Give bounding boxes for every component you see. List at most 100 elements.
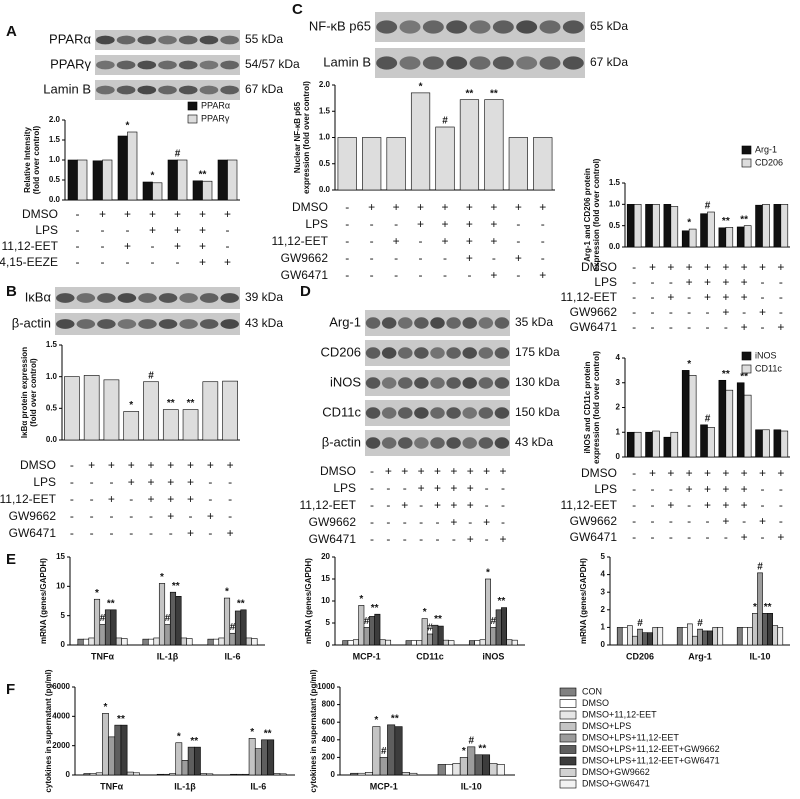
bar	[437, 625, 444, 646]
y-axis-label: Nuclear NF-κB p65	[293, 101, 302, 173]
blot-band	[462, 407, 477, 419]
legend-swatch	[559, 745, 577, 754]
bar	[410, 640, 417, 646]
category-label: Arg-1	[688, 651, 712, 661]
blot-size: 55 kDa	[245, 32, 283, 46]
treatment-sign: +	[722, 498, 729, 512]
y-tick-label: 0.5	[319, 159, 331, 168]
bar	[616, 627, 623, 646]
blot-band	[446, 377, 461, 389]
treatment-sign: -	[394, 268, 398, 282]
treatment-sign: +	[515, 251, 522, 265]
y-axis-label: cytokines in supernatant (pg/ml)	[309, 669, 318, 792]
treatment-sign: -	[632, 320, 636, 334]
treatment-sign: -	[724, 530, 728, 544]
blot-band	[430, 347, 445, 359]
legend-label: DMSO+LPS+11,12-EET+GW6471	[582, 755, 720, 765]
significance-mark: **	[391, 713, 399, 724]
treatment-sign: -	[779, 305, 783, 319]
bar	[508, 137, 528, 191]
treatment-sign: +	[207, 458, 214, 472]
treatment-sign: +	[490, 234, 497, 248]
bar	[83, 773, 91, 776]
blot-band	[446, 437, 461, 449]
treatment-sign: -	[541, 234, 545, 248]
bar	[347, 640, 354, 646]
y-tick-label: 0.0	[46, 435, 58, 444]
treatment-sign: +	[686, 466, 693, 480]
treatment-sign: +	[128, 458, 135, 472]
treatment-sign: -	[761, 482, 765, 496]
treatment-sign: +	[499, 532, 506, 546]
bar	[448, 640, 455, 646]
bar	[245, 637, 253, 646]
treatment-sign: +	[704, 498, 711, 512]
y-tick-label: 6000	[52, 682, 70, 691]
treatment-sign: +	[704, 466, 711, 480]
blot-band	[562, 20, 584, 34]
bar	[688, 375, 697, 458]
significance-mark: *	[129, 400, 133, 411]
bar	[223, 597, 231, 646]
treatment-sign: -	[70, 509, 74, 523]
treatment-sign: -	[386, 498, 390, 512]
treatment-sign: +	[722, 260, 729, 274]
panel-letter: E	[6, 551, 16, 568]
bar	[202, 381, 219, 441]
treatment-label: LPS	[333, 481, 356, 495]
treatment-sign: -	[651, 514, 655, 528]
treatment-sign: -	[109, 475, 113, 489]
y-axis-label: IκBα protein expression	[20, 347, 29, 438]
treatment-sign: +	[147, 492, 154, 506]
bar	[762, 204, 770, 248]
significance-mark: **	[237, 598, 245, 609]
treatment-label: GW6471	[281, 268, 329, 282]
treatment-sign: -	[370, 234, 374, 248]
panel-letter: D	[300, 283, 311, 300]
blot-band	[76, 293, 96, 303]
treatment-label: DMSO	[320, 464, 356, 478]
treatment-sign: +	[722, 290, 729, 304]
treatment-sign: +	[466, 251, 473, 265]
significance-mark: *	[753, 602, 757, 613]
y-tick-label: 1.5	[609, 178, 621, 187]
treatment-sign: -	[761, 498, 765, 512]
blot-band	[179, 293, 198, 303]
bar	[162, 409, 179, 441]
legend-label: PPARγ	[201, 113, 230, 123]
blot-band	[446, 317, 461, 329]
bar	[474, 754, 483, 776]
category-label: TNFα	[100, 781, 123, 791]
treatment-sign: -	[651, 482, 655, 496]
treatment-sign: +	[741, 275, 748, 289]
blot-band	[478, 407, 494, 419]
y-tick-label: 1.0	[609, 199, 621, 208]
treatment-sign: -	[189, 509, 193, 523]
bar	[692, 635, 698, 646]
treatment-sign: -	[370, 268, 374, 282]
treatment-label: 11,12-EET	[2, 239, 59, 253]
treatment-sign: -	[706, 320, 710, 334]
blot-band	[381, 317, 397, 329]
bar	[652, 430, 660, 458]
blot-label: β-actin	[12, 315, 51, 330]
treatment-sign: +	[704, 482, 711, 496]
bar	[217, 159, 228, 201]
blot-band	[492, 56, 514, 70]
blot-band	[399, 56, 421, 70]
bar	[707, 630, 713, 646]
treatment-sign: -	[436, 532, 440, 546]
bar	[773, 429, 782, 458]
treatment-sign: -	[687, 498, 691, 512]
y-tick-label: 1.0	[46, 372, 58, 381]
significance-mark: #	[697, 618, 703, 629]
y-tick-label: 0	[66, 770, 71, 779]
bar	[99, 624, 106, 646]
bar	[670, 431, 679, 458]
treatment-sign: -	[228, 492, 232, 506]
significance-mark: #	[442, 116, 448, 127]
bar	[485, 578, 491, 646]
treatment-sign: -	[208, 475, 212, 489]
legend-label: DMSO+LPS	[582, 721, 631, 731]
